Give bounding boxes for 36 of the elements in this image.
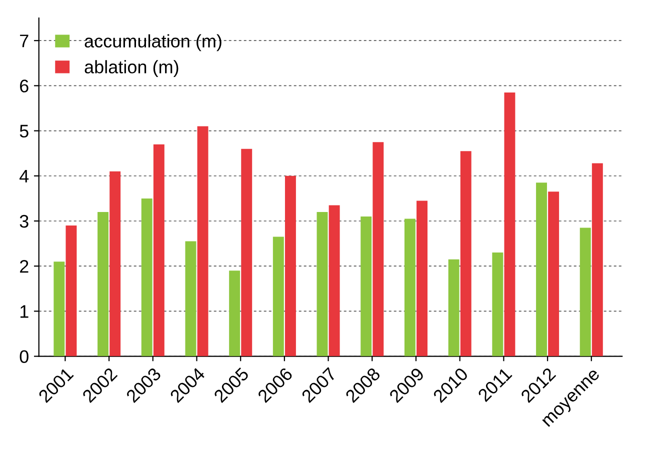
bar	[580, 228, 591, 356]
y-tick-label: 6	[20, 80, 28, 92]
y-tick-label: 3	[20, 214, 28, 228]
bar	[416, 200, 428, 356]
y-tick-label: 5	[20, 124, 28, 138]
bar	[592, 163, 603, 356]
bar	[460, 151, 472, 356]
legend-label: accumulation (m)	[84, 34, 222, 52]
bar	[448, 259, 460, 356]
bar	[66, 226, 77, 356]
bar	[404, 218, 416, 356]
y-tick-label: 7	[20, 34, 28, 48]
bar	[229, 270, 240, 356]
y-tick-label: 2	[20, 260, 28, 273]
legend-label: ablation (m)	[84, 60, 178, 77]
bar	[548, 192, 560, 356]
y-tick-label: 0	[20, 350, 28, 364]
bar	[284, 176, 296, 356]
bar	[272, 236, 284, 356]
bar	[360, 216, 372, 356]
bar	[141, 198, 152, 356]
bar	[504, 92, 516, 356]
bar	[241, 148, 252, 356]
bar	[316, 212, 328, 356]
bar	[185, 241, 196, 356]
bar	[110, 171, 121, 356]
y-tick-label: 1	[20, 305, 28, 318]
bar	[54, 262, 65, 356]
bar	[536, 182, 547, 356]
bar	[492, 252, 504, 356]
bar	[328, 205, 340, 356]
bar	[372, 142, 384, 356]
bar	[197, 126, 208, 356]
y-tick-label: 4	[20, 170, 29, 182]
bar	[153, 144, 164, 356]
bar	[98, 212, 108, 356]
